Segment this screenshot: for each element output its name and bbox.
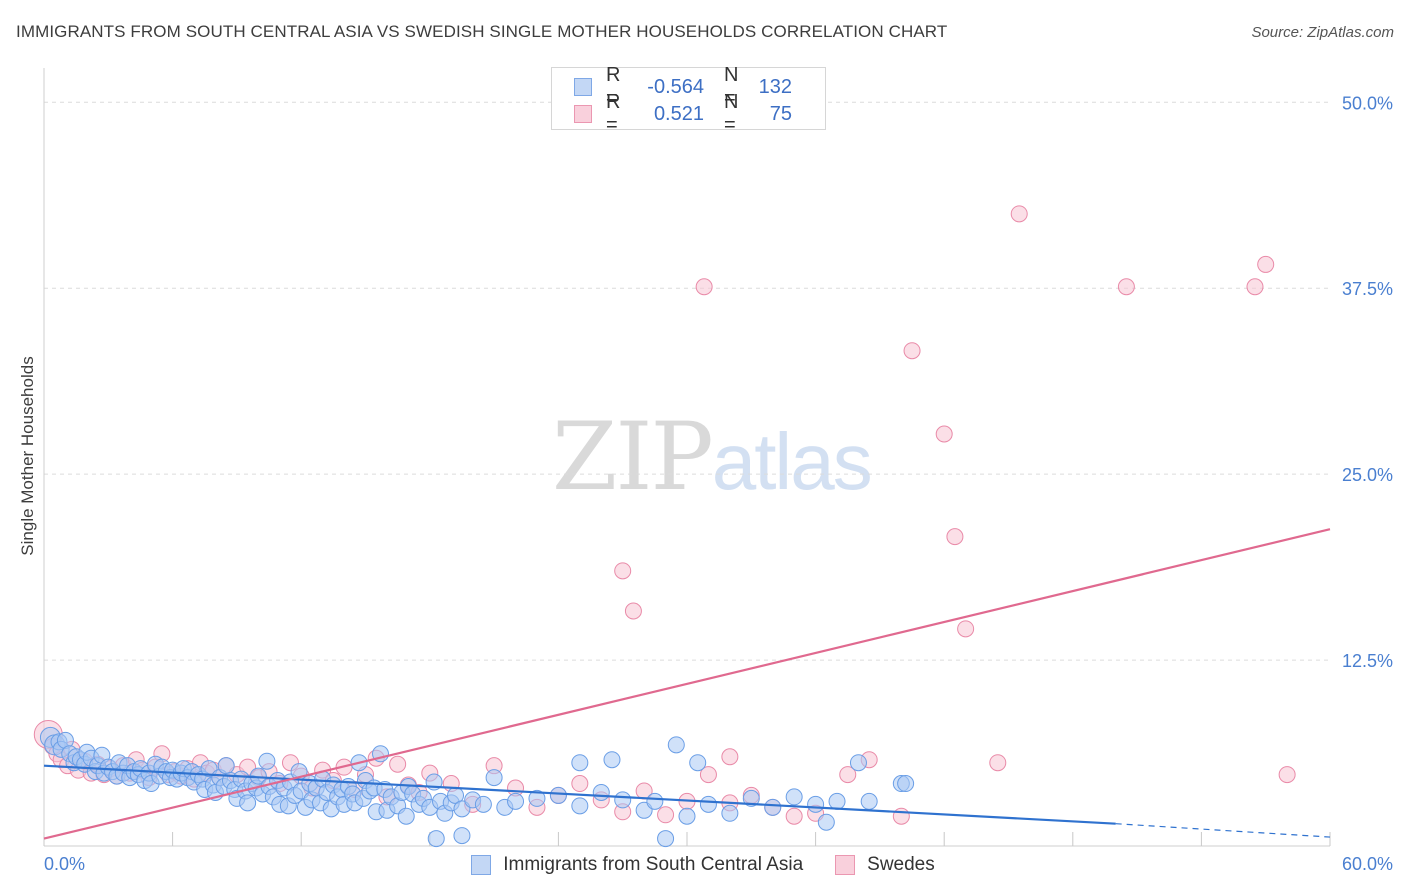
- correlation-legend: R = -0.564 N = 132 R = 0.521 N = 75: [551, 64, 826, 136]
- data-point-immigrants: [897, 775, 915, 793]
- data-point-swedes: [1010, 205, 1028, 223]
- data-point-swedes: [657, 806, 675, 824]
- data-point-immigrants: [453, 827, 471, 845]
- data-point-swedes: [989, 754, 1007, 772]
- data-point-immigrants: [485, 769, 503, 787]
- watermark: ZIPatlas: [552, 403, 873, 512]
- data-point-immigrants: [860, 792, 878, 810]
- data-point-swedes: [957, 620, 975, 638]
- data-point-swedes: [785, 807, 803, 825]
- data-point-immigrants: [603, 751, 621, 769]
- trendline-immigrants-extension: [1115, 823, 1331, 838]
- data-point-immigrants: [592, 783, 610, 801]
- data-point-immigrants: [474, 795, 492, 813]
- data-point-immigrants: [699, 795, 717, 813]
- data-point-swedes: [839, 766, 857, 784]
- legend-r-label: R =: [606, 64, 621, 109]
- x-tick-label: 0.0%: [44, 854, 85, 874]
- data-point-immigrants: [721, 804, 739, 822]
- data-point-immigrants: [258, 752, 276, 770]
- chart-title: IMMIGRANTS FROM SOUTH CENTRAL ASIA VS SW…: [16, 22, 948, 41]
- data-point-swedes: [721, 748, 739, 766]
- y-tick-label: 12.5%: [1342, 651, 1393, 671]
- y-tick-label: 25.0%: [1342, 465, 1393, 485]
- data-point-swedes: [571, 775, 589, 793]
- data-point-swedes: [695, 278, 713, 296]
- legend-item-swedes[interactable]: Swedes: [835, 854, 935, 876]
- data-point-swedes: [946, 528, 964, 546]
- trendline-swedes: [43, 528, 1331, 840]
- legend-n-label: N =: [724, 91, 739, 136]
- data-point-immigrants: [239, 794, 257, 812]
- data-point-immigrants: [849, 754, 867, 772]
- x-tick-label: 60.0%: [1342, 854, 1393, 874]
- data-point-swedes: [699, 766, 717, 784]
- watermark-atlas: atlas: [711, 417, 873, 506]
- legend-swatch-pink: [574, 105, 592, 123]
- data-point-immigrants: [614, 791, 632, 809]
- data-point-swedes: [1278, 766, 1296, 784]
- data-point-swedes: [389, 755, 407, 773]
- legend-r-label: R =: [606, 91, 621, 136]
- data-point-immigrants: [807, 795, 825, 813]
- legend-swatch-blue: [574, 78, 592, 96]
- legend-item-immigrants[interactable]: Immigrants from South Central Asia: [471, 854, 803, 876]
- data-point-immigrants: [785, 788, 803, 806]
- legend-swatch-pink: [835, 855, 856, 875]
- data-point-immigrants: [828, 792, 846, 810]
- legend-row-blue: R = -0.564 N = 132: [574, 64, 792, 109]
- data-point-immigrants: [678, 807, 696, 825]
- data-point-swedes: [624, 602, 642, 620]
- legend-n-value: 132: [758, 75, 792, 98]
- legend-row-pink: R = 0.521 N = 75: [574, 91, 792, 136]
- trendline-immigrants: [43, 764, 1116, 825]
- data-point-immigrants: [549, 786, 567, 804]
- data-point-swedes: [1117, 278, 1135, 296]
- data-point-immigrants: [217, 757, 235, 775]
- data-point-immigrants: [571, 754, 589, 772]
- legend-label-swedes: Swedes: [867, 854, 935, 875]
- data-point-swedes: [614, 562, 632, 580]
- data-point-immigrants: [571, 797, 589, 815]
- data-point-immigrants: [646, 792, 664, 810]
- data-point-immigrants: [764, 798, 782, 816]
- legend-label-immigrants: Immigrants from South Central Asia: [503, 854, 804, 875]
- data-point-swedes: [892, 807, 910, 825]
- legend-r-value: -0.564: [647, 75, 704, 98]
- data-point-immigrants: [507, 792, 525, 810]
- data-point-immigrants: [667, 736, 685, 754]
- data-point-swedes: [903, 342, 921, 360]
- y-tick-label: 37.5%: [1342, 279, 1393, 299]
- series-legend: Immigrants from South Central Asia Swede…: [0, 851, 1406, 879]
- data-point-immigrants: [397, 807, 415, 825]
- y-tick-label: 50.0%: [1342, 93, 1393, 113]
- legend-n-value: 75: [769, 102, 792, 125]
- data-point-swedes: [935, 425, 953, 443]
- data-point-immigrants: [427, 830, 445, 848]
- data-point-swedes: [1257, 255, 1275, 273]
- legend-swatch-blue: [471, 855, 492, 875]
- data-point-swedes: [1246, 278, 1264, 296]
- source-label: Source: ZipAtlas.com: [1251, 24, 1394, 41]
- data-point-immigrants: [657, 830, 675, 848]
- data-point-immigrants: [689, 754, 707, 772]
- data-point-immigrants: [528, 789, 546, 807]
- legend-r-value: 0.521: [653, 102, 704, 125]
- legend-n-label: N =: [724, 64, 739, 109]
- data-point-immigrants: [817, 813, 835, 831]
- watermark-zip: ZIP: [552, 403, 714, 512]
- data-point-immigrants: [742, 789, 760, 807]
